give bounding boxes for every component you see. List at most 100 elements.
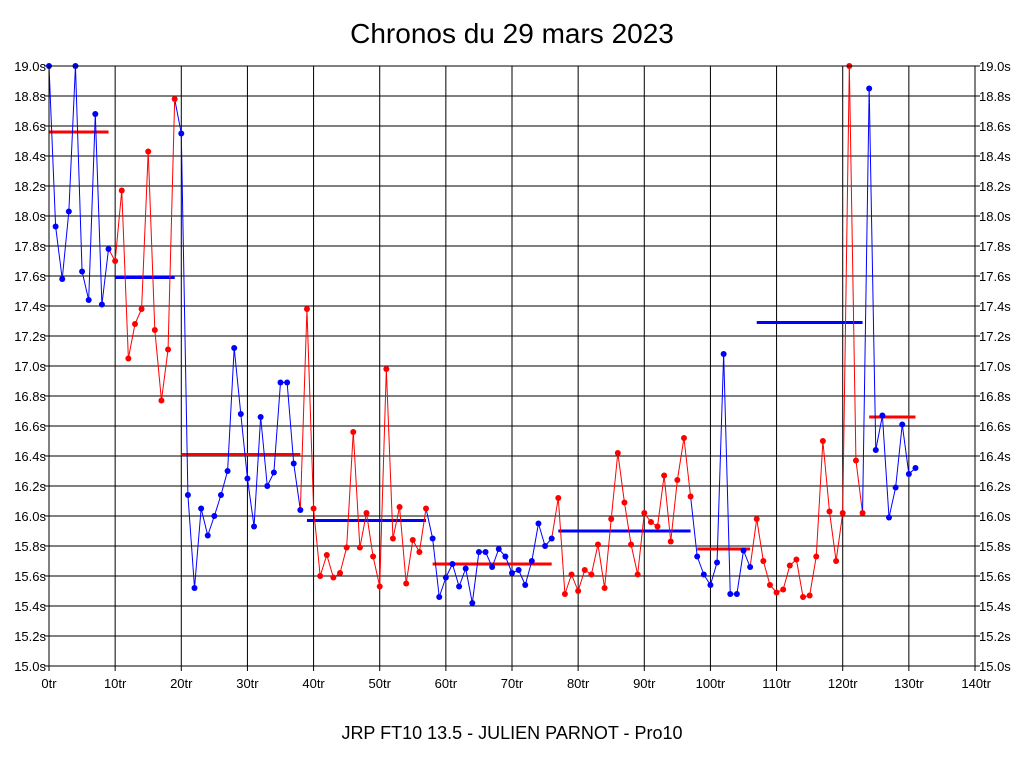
series-segment [385, 368, 394, 539]
lap-point [819, 438, 826, 444]
lap-point [614, 450, 621, 456]
series-segment [68, 65, 76, 212]
y-tick-label-right: 17.2s [979, 329, 1011, 344]
series-segment [405, 539, 414, 584]
series-segment [154, 329, 162, 401]
chart-footer: JRP FT10 13.5 - JULIEN PARNOT - Pro10 [341, 723, 682, 743]
lap-point [138, 306, 145, 312]
lap-point [65, 208, 72, 215]
series-segment [670, 479, 678, 542]
y-tick-label-left: 16.6s [14, 419, 46, 434]
y-tick-label-left: 17.6s [14, 269, 46, 284]
series-segment [55, 226, 63, 280]
series-segment [683, 437, 692, 497]
y-tick-label-right: 15.0s [979, 659, 1011, 674]
series-segment [795, 559, 804, 598]
y-tick-label-left: 15.6s [14, 569, 46, 584]
series-segment [637, 512, 645, 575]
series-segment [233, 347, 242, 415]
lap-point [337, 570, 344, 576]
series-segment [557, 497, 566, 595]
lap-point [548, 535, 555, 542]
lap-point [740, 547, 747, 554]
series-segment [815, 440, 824, 557]
series-segment [240, 413, 248, 479]
lap-point [449, 561, 456, 567]
series-segment [432, 538, 440, 598]
y-axis-right: 15.0s 15.2s 15.4s 15.6s 15.8s 16.0s 16.2s 16.4s… [975, 59, 1011, 674]
y-tick-label-left: 17.2s [14, 329, 46, 344]
y-tick-label-right: 18.6s [979, 119, 1011, 134]
lap-point [469, 600, 476, 606]
y-tick-label-right: 16.0s [979, 509, 1011, 524]
lap-point [297, 507, 304, 513]
lap-point [317, 573, 324, 579]
series-segment [537, 523, 546, 547]
series-segment [141, 151, 149, 310]
y-tick-label-left: 17.8s [14, 239, 46, 254]
series-segment [835, 512, 844, 562]
series-segment [623, 502, 632, 545]
series-segment [346, 431, 354, 548]
lap-point [165, 346, 172, 353]
series-segment [220, 470, 229, 496]
series-segment [736, 550, 744, 595]
series-segment [471, 551, 480, 604]
series-segment [531, 523, 539, 562]
series-segment [577, 569, 586, 592]
lap-point [760, 558, 767, 564]
lap-point [456, 583, 463, 590]
series-segment [676, 437, 685, 481]
series-segment [180, 133, 189, 496]
series-segment [187, 494, 196, 589]
y-tick-label-left: 16.0s [14, 509, 46, 524]
series-segment [326, 554, 334, 578]
lap-point [303, 306, 310, 312]
series-segment [458, 568, 467, 587]
lap-point [79, 268, 86, 275]
lap-point [515, 567, 522, 573]
series-segment [160, 349, 169, 401]
x-tick-label: 10tr [104, 676, 127, 691]
series-segment [551, 497, 559, 539]
y-tick-label-left: 17.0s [14, 359, 46, 374]
lap-point [568, 571, 575, 578]
series-segment [881, 415, 890, 518]
y-tick-label-left: 17.4s [14, 299, 46, 314]
lap-point [85, 297, 92, 303]
lap-point [343, 544, 350, 551]
lap-point [389, 535, 396, 542]
lap-point [284, 379, 291, 386]
lap-point [184, 492, 191, 498]
lap-point [403, 580, 410, 587]
lap-point [158, 397, 165, 404]
series-segment [597, 544, 606, 589]
lap-point [753, 516, 760, 522]
lap-point [442, 574, 449, 581]
lap-point [330, 574, 337, 581]
y-tick-label-right: 19.0s [979, 59, 1011, 74]
y-tick-label-left: 15.4s [14, 599, 46, 614]
series-segment [293, 463, 301, 511]
lap-point [852, 457, 859, 464]
lap-point [290, 460, 297, 467]
lap-point [628, 541, 635, 548]
series-segment [253, 416, 262, 527]
lap-point [674, 477, 681, 483]
series-segment [399, 506, 407, 584]
series-segment [617, 452, 625, 503]
y-axis-left: 15.0s 15.2s 15.4s 15.6s 15.8s 16.0s 16.2s 16.4s… [14, 59, 49, 674]
lap-point [555, 495, 562, 501]
y-tick-label-left: 18.6s [14, 119, 46, 134]
series-segment [855, 460, 864, 514]
y-tick-label-right: 15.8s [979, 539, 1011, 554]
x-tick-label: 60tr [435, 676, 458, 691]
x-tick-label: 0tr [41, 676, 57, 691]
y-tick-label-right: 17.6s [979, 269, 1011, 284]
y-tick-label-right: 18.0s [979, 209, 1011, 224]
series-segment [94, 113, 103, 305]
x-tick-label: 30tr [236, 676, 259, 691]
lap-point [257, 414, 264, 420]
x-tick-label: 120tr [828, 676, 858, 691]
